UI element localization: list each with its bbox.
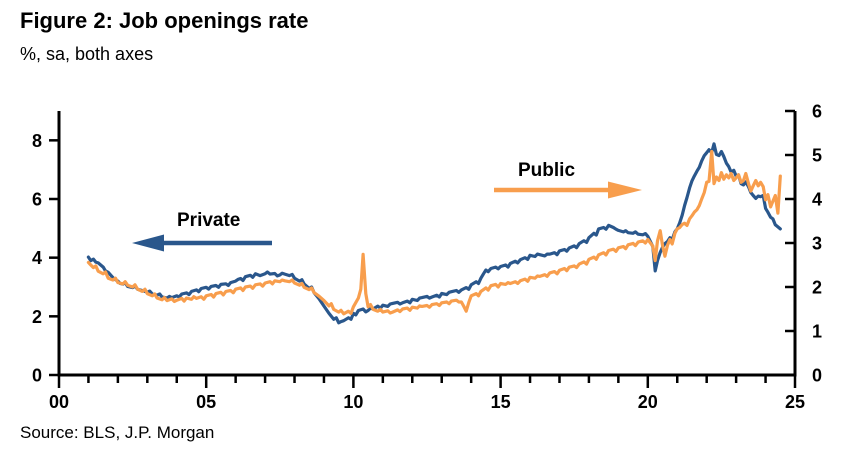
figure-subtitle: %, sa, both axes [20, 44, 154, 64]
left-axis-tick-label: 0 [32, 366, 42, 386]
right-axis-tick-label: 4 [812, 190, 822, 210]
left-axis-tick-label: 4 [32, 248, 42, 268]
right-axis-tick-label: 1 [812, 322, 822, 342]
figure-title: Figure 2: Job openings rate [20, 8, 309, 33]
x-axis-tick-label: 25 [785, 392, 805, 412]
left-axis-tick-label: 8 [32, 131, 42, 151]
x-axis-tick-label: 20 [638, 392, 658, 412]
private-series-label: Private [177, 210, 241, 231]
public-arrow-head [608, 181, 642, 199]
private-arrow-head [132, 234, 164, 252]
left-axis-tick-label: 6 [32, 190, 42, 210]
left-axis-tick-label: 2 [32, 307, 42, 327]
public-series-label: Public [518, 160, 576, 181]
x-axis-tick-label: 00 [49, 392, 69, 412]
right-axis-tick-label: 5 [812, 146, 822, 166]
private-series-line [86, 142, 782, 325]
source-note: Source: BLS, J.P. Morgan [20, 423, 215, 442]
right-axis-tick-label: 6 [812, 102, 822, 122]
right-axis-tick-label: 0 [812, 366, 822, 386]
x-axis-tick-label: 05 [196, 392, 216, 412]
right-axis-tick-label: 3 [812, 234, 822, 254]
public-series-line [86, 149, 782, 316]
x-axis-tick-label: 10 [343, 392, 363, 412]
x-axis-tick-label: 15 [491, 392, 511, 412]
right-axis-tick-label: 2 [812, 278, 822, 298]
